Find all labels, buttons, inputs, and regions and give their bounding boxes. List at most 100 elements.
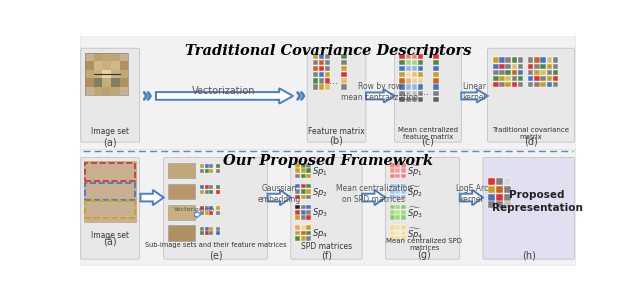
FancyBboxPatch shape xyxy=(395,48,461,142)
FancyArrow shape xyxy=(362,190,385,205)
Bar xyxy=(200,169,204,173)
Bar xyxy=(312,66,318,71)
Bar xyxy=(301,225,305,230)
Bar xyxy=(496,194,503,201)
Text: $\widetilde{Sp}_3$: $\widetilde{Sp}_3$ xyxy=(407,205,423,221)
Bar xyxy=(325,66,330,71)
Bar xyxy=(406,66,411,71)
Bar xyxy=(399,72,404,77)
Bar xyxy=(168,205,195,220)
Bar xyxy=(401,205,406,209)
Text: $\widetilde{Sp}_1$: $\widetilde{Sp}_1$ xyxy=(407,164,423,179)
Bar xyxy=(534,70,540,75)
Bar xyxy=(493,76,499,81)
Bar xyxy=(301,184,305,188)
Bar xyxy=(325,54,330,59)
Bar xyxy=(216,227,220,231)
Text: Mean centralized
feature matrix: Mean centralized feature matrix xyxy=(398,127,458,140)
Bar xyxy=(111,87,120,95)
Bar xyxy=(488,194,495,201)
Bar xyxy=(433,84,439,90)
Bar xyxy=(433,97,439,102)
Text: Vectorization: Vectorization xyxy=(193,86,256,96)
Bar xyxy=(433,91,439,96)
Text: ...: ... xyxy=(329,76,338,86)
Bar xyxy=(499,82,505,88)
Bar xyxy=(209,164,213,168)
Text: Feature matrix: Feature matrix xyxy=(308,127,365,136)
Bar xyxy=(401,210,406,214)
Bar xyxy=(399,60,404,65)
Bar xyxy=(518,82,524,88)
Bar xyxy=(399,66,404,71)
Bar xyxy=(412,84,417,90)
Bar xyxy=(547,70,552,75)
Bar xyxy=(102,78,111,87)
Bar xyxy=(216,169,220,173)
Bar xyxy=(547,64,552,69)
Bar xyxy=(85,61,94,70)
Bar xyxy=(120,53,128,61)
Bar xyxy=(85,87,94,95)
Bar xyxy=(396,205,400,209)
Text: $\widetilde{Sp}_4$: $\widetilde{Sp}_4$ xyxy=(407,226,423,242)
Bar xyxy=(102,53,111,61)
Bar xyxy=(493,70,499,75)
Bar xyxy=(209,231,213,235)
Bar xyxy=(499,64,505,69)
Bar xyxy=(85,183,135,200)
Bar xyxy=(216,185,220,189)
Bar xyxy=(396,195,400,199)
Bar xyxy=(406,54,411,59)
Text: (h): (h) xyxy=(522,251,536,261)
Text: Vectorization: Vectorization xyxy=(174,207,215,212)
Bar xyxy=(296,168,300,173)
Bar xyxy=(396,189,400,194)
Bar xyxy=(547,82,552,88)
Text: (f): (f) xyxy=(321,251,332,261)
Bar xyxy=(200,231,204,235)
Bar xyxy=(406,78,411,84)
FancyArrow shape xyxy=(268,190,291,205)
Bar xyxy=(528,82,533,88)
FancyBboxPatch shape xyxy=(385,158,460,259)
Bar xyxy=(312,60,318,65)
Bar xyxy=(412,66,417,71)
Bar xyxy=(341,66,347,71)
Bar xyxy=(312,72,318,77)
Bar xyxy=(553,70,558,75)
Bar xyxy=(307,163,311,167)
Bar xyxy=(307,236,311,241)
Bar xyxy=(390,231,395,235)
Bar xyxy=(504,202,511,208)
Bar xyxy=(401,184,406,188)
Bar xyxy=(540,64,546,69)
Bar xyxy=(553,64,558,69)
Bar xyxy=(205,164,209,168)
Bar xyxy=(209,206,213,210)
Bar xyxy=(111,53,120,61)
Bar xyxy=(406,97,411,102)
FancyBboxPatch shape xyxy=(291,158,362,259)
Bar xyxy=(307,205,311,209)
Bar xyxy=(301,205,305,209)
Bar xyxy=(401,163,406,167)
Bar xyxy=(205,231,209,235)
Bar xyxy=(319,54,324,59)
Bar xyxy=(433,60,439,65)
Bar xyxy=(200,206,204,210)
Bar xyxy=(301,163,305,167)
Bar xyxy=(301,231,305,235)
Bar xyxy=(418,97,423,102)
Bar xyxy=(390,168,395,173)
Bar xyxy=(341,54,347,59)
Bar xyxy=(120,78,128,87)
Bar xyxy=(528,76,533,81)
Bar xyxy=(307,225,311,230)
Bar xyxy=(205,211,209,214)
Bar xyxy=(518,76,524,81)
Bar xyxy=(396,163,400,167)
Bar xyxy=(307,168,311,173)
Bar xyxy=(511,64,517,69)
Bar xyxy=(412,97,417,102)
